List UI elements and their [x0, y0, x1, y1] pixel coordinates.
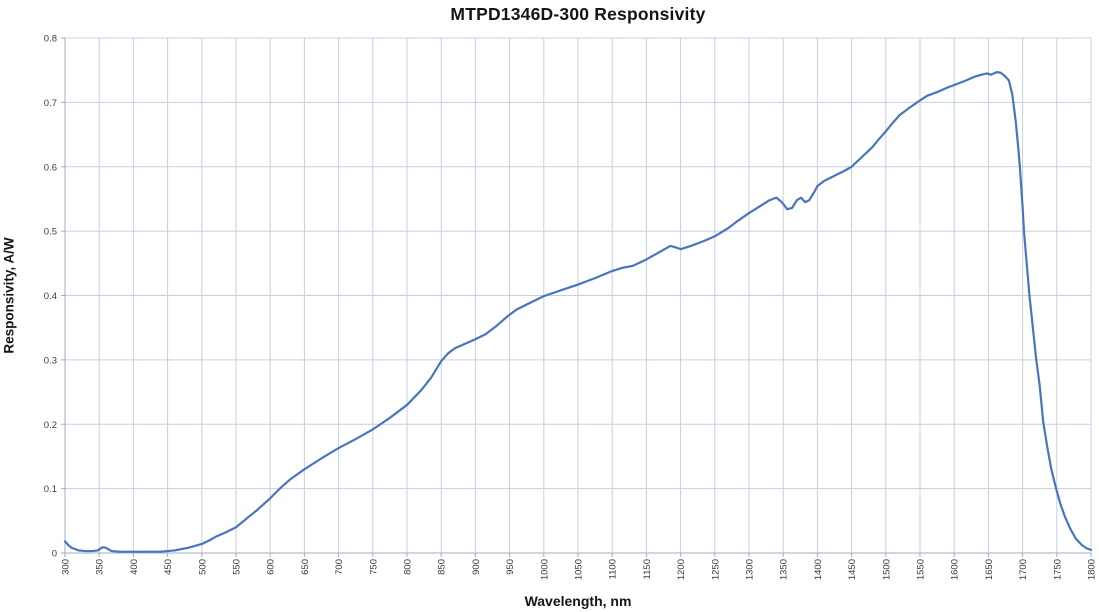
x-tick-label: 1600: [950, 559, 961, 580]
y-tick-label: 0.2: [44, 420, 57, 431]
x-tick-label: 850: [437, 559, 448, 575]
y-axis-title: Responsivity, A/W: [1, 237, 17, 354]
y-tick-label: 0.8: [44, 34, 57, 45]
x-tick-label: 950: [505, 559, 516, 575]
x-tick-label: 350: [95, 559, 106, 575]
x-tick-label: 900: [471, 559, 482, 575]
x-tick-label: 600: [266, 559, 277, 575]
x-tick-label: 1350: [779, 559, 790, 580]
x-tick-label: 650: [300, 559, 311, 575]
x-tick-label: 1400: [813, 559, 824, 580]
x-tick-label: 750: [368, 559, 379, 575]
x-tick-label: 1450: [847, 559, 858, 580]
y-tick-label: 0.4: [44, 291, 57, 302]
x-tick-label: 300: [61, 559, 72, 575]
series-line: [63, 71, 1093, 553]
x-tick-label: 800: [403, 559, 414, 575]
y-tick-label: 0.6: [44, 162, 57, 173]
x-tick-label: 450: [163, 559, 174, 575]
x-axis-title: Wavelength, nm: [524, 593, 632, 609]
y-tick-label: 0.5: [44, 227, 57, 238]
y-tick-label: 0.7: [44, 98, 57, 109]
y-tick-label: 0: [52, 549, 57, 560]
x-tick-label: 1050: [574, 559, 585, 580]
x-tick-label: 1200: [676, 559, 687, 580]
x-tick-label: 1000: [539, 559, 550, 580]
x-tick-label: 1500: [881, 559, 892, 580]
x-tick-label: 1300: [745, 559, 756, 580]
x-tick-label: 400: [129, 559, 140, 575]
x-tick-label: 1250: [710, 559, 721, 580]
chart-title: MTPD1346D-300 Responsivity: [450, 4, 706, 24]
x-tick-label: 1700: [1018, 559, 1029, 580]
x-tick-label: 1550: [916, 559, 927, 580]
x-tick-label: 1650: [984, 559, 995, 580]
x-tick-label: 1800: [1087, 559, 1098, 580]
x-tick-label: 500: [197, 559, 208, 575]
x-tick-label: 700: [334, 559, 345, 575]
x-tick-label: 1750: [1052, 559, 1063, 580]
y-tick-label: 0.1: [44, 484, 57, 495]
x-tick-label: 1150: [642, 559, 653, 579]
y-tick-label: 0.3: [44, 355, 57, 366]
x-tick-label: 1100: [608, 559, 619, 579]
x-tick-label: 550: [232, 559, 243, 575]
